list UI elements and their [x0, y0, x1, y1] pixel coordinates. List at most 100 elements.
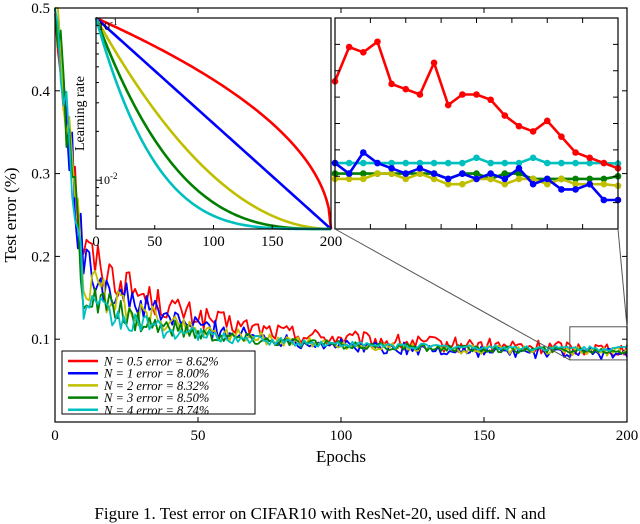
zoom-series-point-1 — [473, 91, 480, 98]
zoom-series-point-2 — [572, 186, 579, 193]
zoom-series-point-1 — [558, 133, 565, 140]
zoom-series-point-3 — [374, 170, 381, 177]
zoom-series-point-5 — [558, 159, 565, 167]
zoom-series-point-5 — [515, 159, 523, 167]
zoom-series-point-5 — [388, 159, 395, 167]
zoom-series-point-4 — [586, 175, 593, 183]
zoom-series-point-4 — [600, 175, 608, 183]
zoom-series-point-3 — [459, 180, 466, 188]
zoom-series-point-5 — [543, 159, 551, 167]
zoom-series-point-1 — [600, 159, 608, 167]
zoom-series-point-2 — [543, 175, 551, 183]
zoom-series-point-3 — [558, 175, 565, 183]
legend-entry-4: N = 3 error = 8.50% — [103, 391, 209, 405]
zoom-series-point-3 — [402, 175, 410, 183]
main-y-tick-label: 0.2 — [31, 249, 50, 265]
zoom-series-point-4 — [501, 170, 509, 177]
main-x-tick-label: 200 — [616, 428, 639, 444]
zoom-series-point-5 — [501, 159, 509, 167]
zoom-series-point-1 — [430, 59, 438, 67]
lr-series-line-1 — [95, 16, 333, 230]
test-error-figure: 0 50 100 150 200 0.1 0.2 0.3 0.4 0.5 Epochs Test er… — [1, 1, 639, 466]
main-plot-area — [54, 7, 628, 361]
zoom-series-point-2 — [388, 165, 395, 172]
zoom-series-point-5 — [444, 159, 452, 167]
main-x-axis-label: Epochs — [316, 447, 366, 466]
zoom-series-point-1 — [572, 149, 579, 156]
zoom-series-point-1 — [459, 91, 466, 98]
lr-y-tick-label: 10-2 — [98, 171, 118, 187]
zoom-series-point-3 — [600, 180, 608, 188]
main-x-tick-label: 100 — [330, 428, 353, 444]
zoom-series-point-4 — [473, 170, 480, 177]
zoom-series-point-2 — [402, 170, 410, 177]
zoom-series-point-2 — [430, 170, 438, 177]
zoom-series-point-1 — [416, 91, 424, 98]
legend-entry-2: N = 1 error = 8.00% — [103, 367, 209, 381]
zoom-series-point-2 — [600, 196, 608, 204]
main-x-tick-label: 50 — [191, 428, 206, 444]
zoom-series-point-1 — [543, 117, 551, 125]
zoom-series-point-2 — [374, 159, 381, 167]
zoom-series-point-5 — [345, 159, 353, 167]
zoom-series-point-2 — [416, 165, 424, 172]
figure-caption: Figure 1. Test error on CIFAR10 with Res… — [94, 504, 546, 523]
zoom-series-point-2 — [444, 175, 452, 183]
zoom-series-point-3 — [572, 180, 579, 188]
zoom-series-point-4 — [360, 170, 367, 177]
zoom-series-point-4 — [572, 175, 579, 183]
zoom-series-point-3 — [543, 180, 551, 188]
zoom-series-point-5 — [360, 159, 367, 167]
zoom-series-point-1 — [374, 38, 381, 46]
legend-entry-3: N = 2 error = 8.32% — [103, 379, 209, 393]
main-y-axis-label: Test error (%) — [1, 167, 20, 262]
main-y-tick-label: 0.5 — [31, 1, 50, 17]
main-series-line-5 — [54, 7, 628, 352]
zoom-series-point-2 — [515, 165, 523, 172]
zoom-series-point-5 — [473, 154, 480, 162]
lr-x-tick-label: 200 — [320, 234, 343, 250]
zoom-series-point-2 — [487, 170, 494, 177]
zoom-series-point-1 — [529, 128, 537, 135]
zoom-series-point-3 — [430, 175, 438, 183]
zoom-connector-left — [334, 228, 571, 361]
zoom-series-point-5 — [459, 159, 466, 167]
main-y-tick-label: 0.3 — [31, 167, 50, 183]
zoom-series-point-3 — [487, 175, 494, 183]
zoom-series-point-2 — [459, 170, 466, 177]
zoom-series-point-3 — [360, 175, 367, 183]
zoom-series-point-1 — [388, 80, 395, 88]
zoom-series-point-3 — [444, 180, 452, 188]
zoom-inset-background — [335, 18, 618, 229]
zoom-series-point-1 — [360, 48, 367, 56]
lr-x-tick-label: 0 — [92, 234, 100, 250]
zoom-series-point-1 — [487, 96, 494, 104]
zoom-series-point-3 — [416, 170, 424, 177]
zoom-series-point-1 — [402, 85, 410, 93]
zoom-series-point-2 — [473, 175, 480, 183]
zoom-series-point-2 — [345, 170, 353, 177]
lr-x-tick-label: 150 — [261, 234, 284, 250]
zoom-series-point-1 — [501, 112, 509, 119]
lr-y-tick-label: 10-1 — [98, 17, 118, 33]
main-y-tick-label: 0.1 — [31, 332, 50, 348]
zoom-series-point-1 — [345, 43, 353, 51]
zoom-series-point-3 — [501, 180, 509, 188]
main-x-tick-label: 150 — [473, 428, 496, 444]
zoom-series-point-3 — [515, 175, 523, 183]
main-x-tick-label: 0 — [51, 428, 59, 444]
zoom-series-point-5 — [487, 159, 494, 167]
legend-entry-5: N = 4 error = 8.74% — [103, 403, 209, 417]
zoom-series-point-5 — [586, 159, 593, 167]
main-y-tick-label: 0.4 — [31, 84, 50, 100]
legend-entry-1: N = 0.5 error = 8.62% — [103, 355, 219, 369]
zoom-series-point-2 — [558, 186, 565, 193]
zoom-connector-right — [617, 228, 628, 327]
lr-x-tick-label: 50 — [147, 234, 162, 250]
lr-y-axis-label: Learning rate — [73, 76, 88, 151]
zoom-series-point-5 — [572, 159, 579, 167]
zoom-series-point-5 — [416, 159, 424, 167]
zoom-series-point-2 — [529, 180, 537, 188]
zoom-series-point-3 — [345, 175, 353, 183]
zoom-series-point-2 — [586, 180, 593, 188]
